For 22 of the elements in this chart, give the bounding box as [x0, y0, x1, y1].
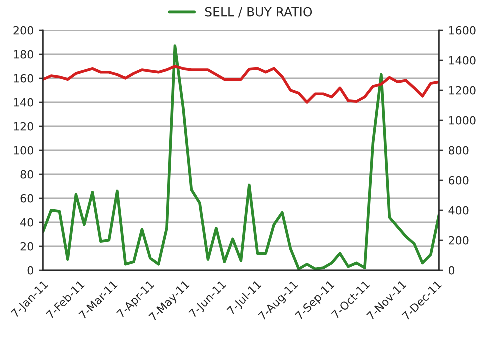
y2-tick-label: 200 — [449, 236, 469, 245]
y2-tick-label: 400 — [448, 206, 469, 215]
y-tick-label: 200 — [14, 26, 34, 35]
y2-tick-label: 1000 — [449, 116, 476, 125]
y2-tick-label: 1200 — [449, 86, 476, 95]
y-tick-label: 40 — [20, 218, 34, 227]
y-tick-label: 120 — [14, 122, 34, 131]
line-series — [43, 65, 440, 104]
y2-tick-label: 0 — [448, 266, 455, 275]
y-tick-label: 60 — [20, 194, 34, 203]
y-tick-label: 140 — [14, 98, 34, 107]
y-tick-label: 20 — [20, 242, 34, 251]
y-tick-label: 180 — [14, 50, 34, 59]
y-tick-label: 0 — [28, 266, 34, 275]
y2-tick-label: 800 — [448, 146, 469, 155]
legend-label: SELL / BUY RATIO — [205, 7, 312, 18]
y-tick-label: 80 — [20, 170, 34, 179]
y-tick-label: 100 — [14, 146, 34, 155]
y2-tick-label: 1400 — [449, 56, 476, 65]
y2-tick-label: 600 — [449, 176, 469, 185]
y-tick-label: 160 — [14, 74, 34, 83]
y2-tick-label: 1600 — [449, 26, 476, 35]
